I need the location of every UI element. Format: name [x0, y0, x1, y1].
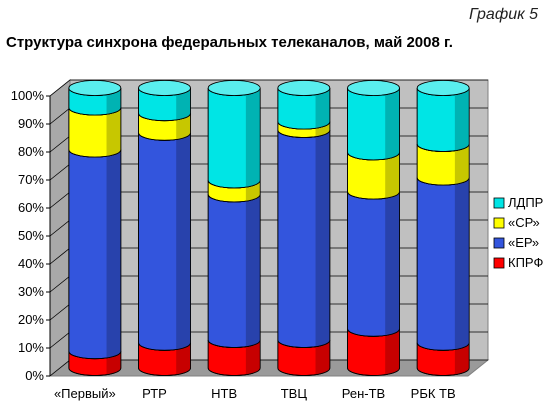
bar-shade [106, 351, 121, 375]
bar-shade [385, 152, 400, 199]
bar-shade [315, 88, 330, 129]
bar-shade [106, 88, 121, 115]
graph-number: График 5 [469, 6, 538, 23]
legend: ЛДПР «СР» «ЕР» КПРФ [493, 195, 543, 270]
y-tick-label: 50% [18, 228, 44, 243]
bar-shade [454, 88, 470, 151]
y-tick-label: 70% [18, 172, 44, 187]
bar-top-cap [68, 80, 122, 96]
bar-top-cap [416, 80, 470, 96]
y-tick-label: 100% [11, 88, 45, 103]
bar-group [207, 80, 261, 376]
y-tick-label: 90% [18, 116, 44, 131]
bar-shade [176, 113, 191, 140]
gridline [49, 79, 488, 97]
bar-shade [385, 191, 400, 336]
y-axis-ticks: 0% 10% 20% 30% 40% 50% 60% 70% 80% 90% 100% [11, 88, 51, 383]
bar-top-cap [277, 80, 331, 96]
bar-shade [454, 144, 470, 185]
x-tick-label: Рен-ТВ [342, 386, 385, 401]
bar-group [138, 80, 191, 376]
x-tick-label: РБК ТВ [411, 386, 456, 401]
bar-shade [106, 107, 121, 157]
x-tick-label: РТР [142, 386, 167, 401]
bar-group [68, 80, 122, 376]
legend-swatch [493, 257, 505, 269]
y-tick-label: 30% [18, 284, 44, 299]
y-tick-label: 20% [18, 312, 44, 327]
y-tick-label: 10% [18, 340, 44, 355]
bar-shade [106, 149, 121, 358]
bar-top-cap [347, 80, 400, 96]
x-tick-label: НТВ [211, 386, 237, 401]
bar-top-cap [138, 80, 191, 96]
bar-shade [385, 88, 400, 160]
bar-group [277, 80, 331, 376]
bar-shade [315, 130, 330, 347]
y-tick-label: 60% [18, 200, 44, 215]
bar-group [416, 80, 470, 376]
bar-shade [454, 177, 470, 350]
bar-shade [315, 340, 330, 375]
bar-shade [454, 342, 470, 375]
y-tick-label: 80% [18, 144, 44, 159]
bar-shade [176, 342, 191, 375]
bar-shade [315, 121, 330, 137]
legend-label: «СР» [508, 215, 540, 230]
bar-top-cap [207, 80, 261, 96]
bar-shade [385, 328, 400, 375]
legend-swatch [493, 217, 505, 229]
legend-swatch [493, 237, 505, 249]
legend-swatch [493, 197, 505, 209]
y-tick-label: 40% [18, 256, 44, 271]
bar-shade [245, 180, 261, 202]
bar-shade [245, 88, 261, 188]
legend-label: ЛДПР [508, 195, 543, 210]
x-axis-categories: «Первый» РТР НТВ ТВЦ Рен-ТВ РБК ТВ [54, 386, 456, 401]
bar-shade [176, 88, 191, 120]
bar-shade [176, 132, 191, 350]
x-tick-label: «Первый» [54, 386, 116, 401]
bar-shade [245, 340, 261, 375]
y-tick-label: 0% [25, 368, 44, 383]
bars [68, 80, 470, 376]
legend-label: КПРФ [508, 255, 543, 270]
legend-label: «ЕР» [508, 235, 539, 250]
chart-title: Структура синхрона федеральных телеканал… [6, 34, 453, 51]
bar-shade [245, 194, 261, 347]
bar-group [347, 80, 400, 376]
x-tick-label: ТВЦ [281, 386, 308, 401]
